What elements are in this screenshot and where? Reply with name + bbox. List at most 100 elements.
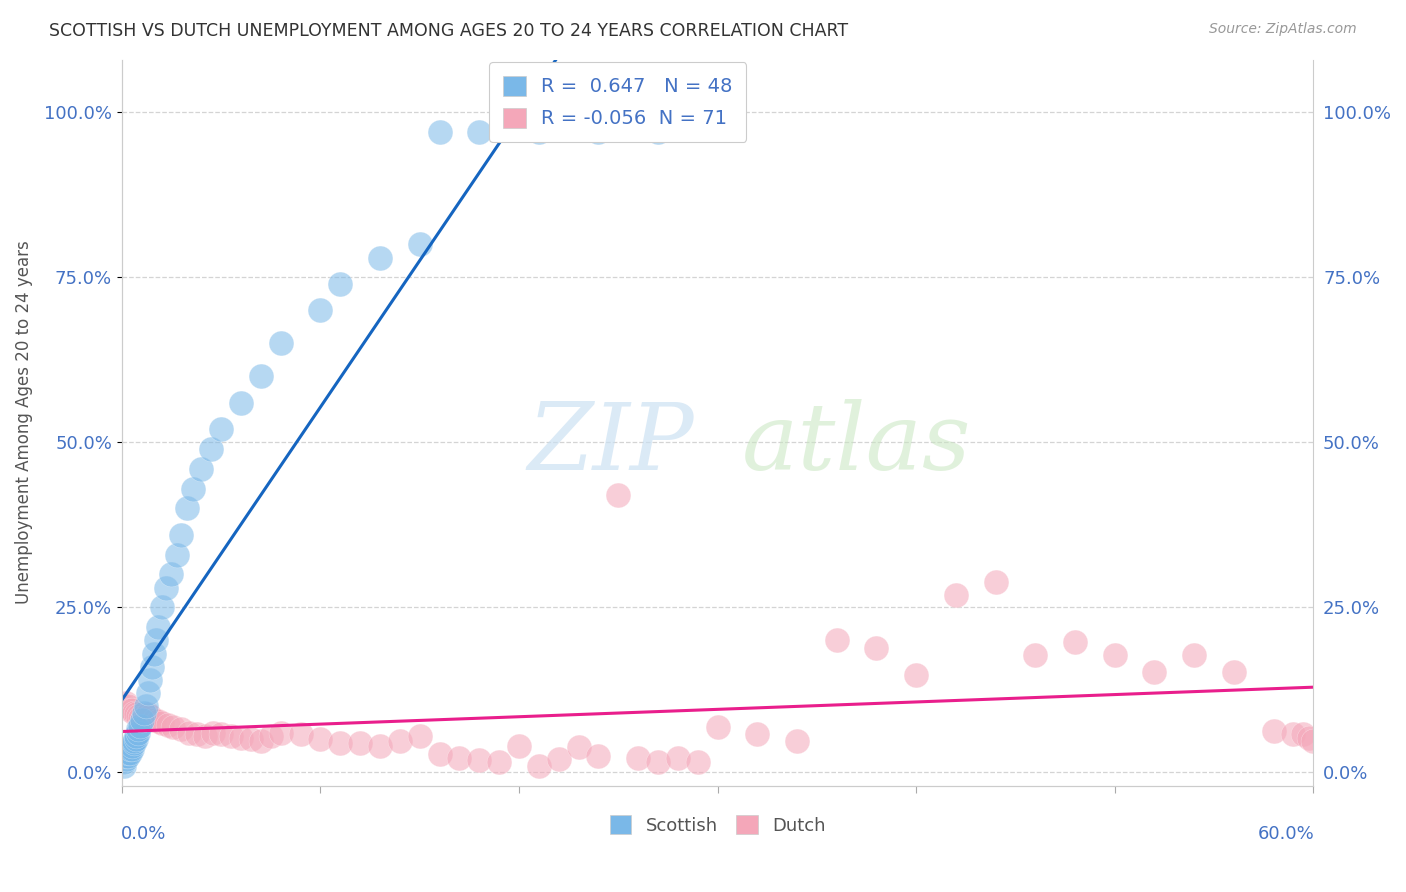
Point xyxy=(588,125,610,139)
Point xyxy=(1182,648,1205,662)
Point xyxy=(118,703,141,717)
Point xyxy=(131,713,153,727)
Point xyxy=(647,125,669,139)
Point xyxy=(329,277,352,291)
Point xyxy=(686,756,709,770)
Point xyxy=(150,600,173,615)
Point xyxy=(170,528,193,542)
Point xyxy=(112,758,135,772)
Text: 0.0%: 0.0% xyxy=(121,825,166,844)
Point xyxy=(409,237,432,252)
Point xyxy=(429,747,451,761)
Point xyxy=(150,715,173,730)
Point xyxy=(1223,665,1246,679)
Point xyxy=(131,713,153,727)
Point xyxy=(146,620,169,634)
Point xyxy=(1292,727,1315,741)
Point xyxy=(121,742,143,756)
Point xyxy=(607,488,630,502)
Point xyxy=(627,751,650,765)
Point xyxy=(409,729,432,743)
Point xyxy=(1263,724,1285,739)
Point xyxy=(329,736,352,750)
Legend: Scottish, Dutch: Scottish, Dutch xyxy=(602,808,832,842)
Point xyxy=(945,589,967,603)
Point xyxy=(156,718,179,732)
Point xyxy=(309,732,332,747)
Point xyxy=(229,396,252,410)
Point xyxy=(128,710,150,724)
Point xyxy=(1064,634,1087,648)
Point xyxy=(114,696,136,710)
Point xyxy=(309,303,332,318)
Point xyxy=(588,748,610,763)
Point xyxy=(368,251,391,265)
Point xyxy=(508,739,530,753)
Point xyxy=(449,751,471,765)
Point xyxy=(125,729,148,743)
Point xyxy=(142,647,165,661)
Point xyxy=(290,727,312,741)
Point xyxy=(146,714,169,728)
Point xyxy=(138,709,160,723)
Point xyxy=(786,733,808,747)
Point xyxy=(270,336,292,351)
Point xyxy=(209,727,232,741)
Point xyxy=(125,707,148,722)
Point xyxy=(202,725,225,739)
Point xyxy=(706,721,728,735)
Point xyxy=(142,713,165,727)
Point xyxy=(132,711,155,725)
Text: Source: ZipAtlas.com: Source: ZipAtlas.com xyxy=(1209,22,1357,37)
Point xyxy=(747,727,769,741)
Point xyxy=(1298,731,1320,745)
Point xyxy=(114,748,136,763)
Point xyxy=(166,548,188,562)
Point xyxy=(145,633,167,648)
Point xyxy=(127,709,149,723)
Point xyxy=(190,462,212,476)
Point xyxy=(905,667,928,681)
Point xyxy=(388,733,411,747)
Y-axis label: Unemployment Among Ages 20 to 24 years: Unemployment Among Ages 20 to 24 years xyxy=(15,241,32,605)
Point xyxy=(122,706,145,720)
Text: 60.0%: 60.0% xyxy=(1258,825,1315,844)
Point xyxy=(647,756,669,770)
Point xyxy=(1302,733,1324,747)
Point xyxy=(118,742,141,756)
Text: SCOTTISH VS DUTCH UNEMPLOYMENT AMONG AGES 20 TO 24 YEARS CORRELATION CHART: SCOTTISH VS DUTCH UNEMPLOYMENT AMONG AGE… xyxy=(49,22,848,40)
Point xyxy=(135,709,157,723)
Point xyxy=(200,442,222,456)
Point xyxy=(527,125,550,139)
Point xyxy=(122,733,145,747)
Point xyxy=(162,721,184,735)
Point xyxy=(125,732,148,747)
Point xyxy=(121,703,143,717)
Point xyxy=(567,740,589,755)
Point xyxy=(1282,727,1305,741)
Text: atlas: atlas xyxy=(741,400,972,490)
Point xyxy=(1024,648,1046,662)
Point xyxy=(138,673,160,687)
Point xyxy=(250,369,273,384)
Point xyxy=(160,567,183,582)
Point xyxy=(825,633,848,648)
Point xyxy=(112,699,135,714)
Text: ZIP: ZIP xyxy=(527,400,693,490)
Point xyxy=(118,746,141,760)
Point xyxy=(117,699,139,714)
Point xyxy=(1143,665,1166,679)
Point xyxy=(132,706,155,720)
Point xyxy=(250,733,273,747)
Point xyxy=(1104,648,1126,662)
Point xyxy=(136,707,159,722)
Point xyxy=(135,699,157,714)
Point xyxy=(209,422,232,436)
Point xyxy=(181,482,204,496)
Point xyxy=(141,659,163,673)
Point xyxy=(117,748,139,763)
Point xyxy=(114,752,136,766)
Point xyxy=(127,723,149,737)
Point xyxy=(186,727,208,741)
Point xyxy=(122,736,145,750)
